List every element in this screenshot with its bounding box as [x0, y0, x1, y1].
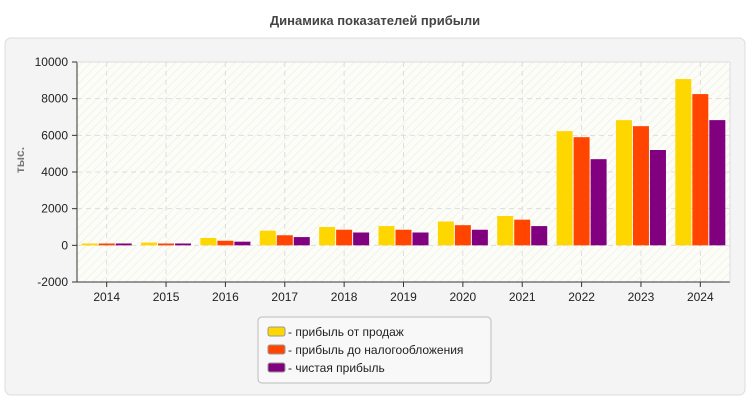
- legend-swatch-1: [267, 326, 286, 337]
- bar-2016-series-3: [234, 241, 251, 246]
- bar-2018-series-2: [336, 229, 353, 246]
- bar-2017-series-2: [276, 235, 293, 246]
- bar-2021-series-2: [514, 219, 531, 246]
- bar-2016-series-2: [217, 240, 234, 246]
- bar-2015-series-3: [175, 243, 192, 246]
- y-axis-label: тыс.: [13, 147, 27, 173]
- bar-2023-series-2: [632, 126, 649, 246]
- bar-2021-series-1: [497, 216, 514, 246]
- y-tick-label: 2000: [41, 202, 68, 216]
- bar-2023-series-3: [649, 150, 666, 246]
- x-tick-label: 2024: [687, 290, 714, 304]
- x-tick-label: 2015: [153, 290, 180, 304]
- x-tick-label: 2021: [509, 290, 536, 304]
- bar-2016-series-1: [200, 238, 217, 246]
- bar-2014-series-3: [115, 243, 132, 246]
- legend-label-1: - прибыль от продаж: [288, 325, 404, 339]
- y-tick-label: 0: [61, 238, 68, 252]
- bar-2019-series-2: [395, 229, 412, 246]
- x-tick-label: 2014: [93, 290, 120, 304]
- y-tick-label: 4000: [41, 165, 68, 179]
- bar-2015-series-2: [158, 243, 175, 246]
- bar-2022-series-1: [556, 131, 573, 246]
- y-tick-label: 8000: [41, 92, 68, 106]
- bar-2024-series-2: [692, 94, 709, 246]
- x-tick-label: 2018: [331, 290, 358, 304]
- bar-2020-series-3: [471, 229, 488, 246]
- legend-label-3: - чистая прибыль: [288, 361, 385, 375]
- bar-2019-series-3: [412, 232, 429, 246]
- bar-2014-series-1: [81, 243, 98, 246]
- y-tick-label: -2000: [37, 275, 68, 289]
- x-tick-label: 2023: [628, 290, 655, 304]
- bar-2019-series-1: [378, 226, 395, 246]
- x-tick-label: 2019: [390, 290, 417, 304]
- bar-2021-series-3: [531, 226, 548, 246]
- bar-2022-series-3: [590, 159, 607, 246]
- y-tick-label: 6000: [41, 128, 68, 142]
- bar-2022-series-2: [573, 137, 590, 246]
- bar-2018-series-1: [319, 227, 336, 246]
- bar-2014-series-2: [98, 243, 115, 246]
- chart-title: Динамика показателей прибыли: [270, 13, 480, 28]
- x-tick-label: 2020: [450, 290, 477, 304]
- bar-2015-series-1: [141, 242, 158, 246]
- bar-2017-series-1: [259, 230, 276, 246]
- legend-label-2: - прибыль до налогообложения: [288, 343, 463, 357]
- x-tick-label: 2017: [271, 290, 298, 304]
- bar-2017-series-3: [293, 237, 310, 246]
- bar-2024-series-3: [709, 120, 726, 246]
- legend: - прибыль от продаж - прибыль до налогооб…: [257, 316, 492, 384]
- legend-swatch-2: [267, 344, 286, 355]
- y-tick-label: 10000: [35, 55, 69, 69]
- bar-2020-series-1: [437, 221, 454, 246]
- bar-2018-series-3: [353, 232, 370, 246]
- bar-2024-series-1: [675, 79, 692, 246]
- legend-swatch-3: [267, 362, 286, 373]
- x-tick-label: 2022: [568, 290, 595, 304]
- bar-2023-series-1: [615, 120, 632, 246]
- x-tick-label: 2016: [212, 290, 239, 304]
- bar-2020-series-2: [454, 225, 471, 246]
